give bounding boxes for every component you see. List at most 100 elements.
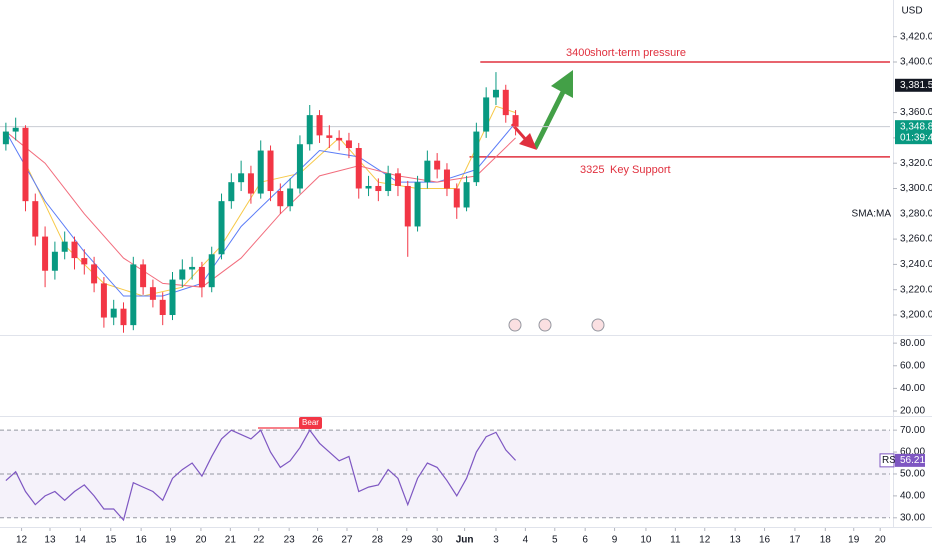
candle-body [424, 160, 431, 183]
y-tick-label: 3,240.00 [900, 259, 932, 270]
x-tick-label: 14 [75, 535, 87, 546]
y-tick-label: 40.00 [900, 383, 925, 394]
rsi-marker [879, 453, 895, 468]
event-flag[interactable] [591, 318, 605, 332]
x-tick-label: 19 [848, 535, 860, 546]
event-flag[interactable] [538, 318, 552, 332]
candle-body [336, 137, 343, 141]
price-marker-label: 3,381.59 [900, 80, 932, 91]
x-tick-label: 29 [401, 535, 413, 546]
x-tick-label: 22 [253, 535, 265, 546]
candle-body [463, 182, 470, 208]
x-tick-label: 11 [670, 535, 681, 546]
candle-body [296, 144, 303, 189]
y-tick-label: 40.00 [900, 491, 925, 502]
y-tick-label: 3,260.00 [900, 234, 932, 245]
candle-body [100, 283, 107, 318]
level-description: short-term pressure [590, 47, 686, 59]
candle-body [326, 135, 333, 138]
up-arrow-head [551, 70, 573, 98]
candle-body [306, 115, 313, 145]
candle-body [483, 97, 490, 132]
level-description: Key Support [610, 164, 671, 176]
candle-body [345, 140, 352, 149]
candle-body [140, 264, 147, 288]
moving-average [5, 131, 516, 288]
candle-body [81, 258, 88, 265]
y-tick-label: 3,220.00 [900, 284, 932, 295]
x-tick-label: 16 [136, 535, 148, 546]
candle-body [189, 266, 196, 270]
x-tick-label: 30 [432, 535, 444, 546]
x-tick-label: 17 [789, 535, 801, 546]
x-tick-label: 28 [372, 535, 384, 546]
y-tick-label: 60.00 [900, 360, 925, 371]
x-tick-label: 18 [820, 535, 832, 546]
candle-body [2, 131, 9, 145]
indicator-name: SMA:MA [852, 208, 892, 219]
rsi-name: RSI [882, 455, 899, 466]
candle-body [443, 169, 450, 189]
candle-body [71, 241, 78, 259]
candle-body [257, 150, 264, 194]
x-tick-label: 4 [523, 535, 529, 546]
y-tick-label: 70.00 [900, 425, 925, 436]
candle-body [492, 89, 499, 98]
x-tick-label: 20 [195, 535, 207, 546]
candle-body [12, 127, 19, 132]
price-marker [895, 120, 932, 145]
countdown: 01:39:45 [900, 132, 932, 143]
candle-body [179, 269, 186, 280]
x-tick-label: 5 [552, 535, 558, 546]
candle-body [110, 308, 117, 318]
x-tick-label: 6 [582, 535, 588, 546]
candle-body [32, 201, 39, 237]
up-arrow [532, 90, 566, 150]
event-flag[interactable] [508, 318, 522, 332]
level-value: 3400 [566, 47, 590, 59]
y-tick-label: 30.00 [900, 512, 925, 523]
candle-body [434, 160, 441, 170]
candle-body [159, 299, 166, 316]
x-tick-label: 13 [44, 535, 56, 546]
x-tick-label: 15 [105, 535, 117, 546]
candle-body [218, 201, 225, 255]
x-tick-label: 23 [284, 535, 296, 546]
candle-body [414, 182, 421, 227]
rsi-value-marker [895, 453, 925, 467]
x-tick-label: 13 [730, 535, 742, 546]
candle-body [149, 287, 156, 300]
candle-body [51, 251, 58, 271]
candle-body [247, 173, 254, 194]
candle-body [238, 173, 245, 183]
y-tick-label: 3,360.00 [900, 107, 932, 118]
candle-body [502, 89, 509, 116]
y-tick-label: 3,420.00 [900, 31, 932, 42]
y-tick-label: 3,300.00 [900, 183, 932, 194]
candle-body [394, 173, 401, 186]
x-tick-label: 27 [341, 535, 353, 546]
x-tick-label: 16 [759, 535, 771, 546]
y-tick-label: 3,200.00 [900, 310, 932, 321]
candle-body [375, 185, 382, 192]
event-flags [508, 318, 605, 332]
rsi-line [5, 429, 517, 522]
candle-body [91, 264, 98, 284]
x-tick-label: 20 [875, 535, 887, 546]
candle-body [120, 308, 127, 326]
x-tick-label: 12 [699, 535, 711, 546]
y-tick-label: 50.00 [900, 469, 925, 480]
candle-body [385, 173, 392, 192]
candle-body [22, 127, 29, 202]
candle-body [169, 279, 176, 316]
x-tick-label: 12 [16, 535, 28, 546]
candle-body [267, 150, 274, 192]
candle-body [473, 131, 480, 183]
currency: USD [901, 6, 922, 17]
candle-body [453, 188, 460, 208]
candle-body [42, 236, 49, 271]
candle-body [404, 185, 411, 227]
